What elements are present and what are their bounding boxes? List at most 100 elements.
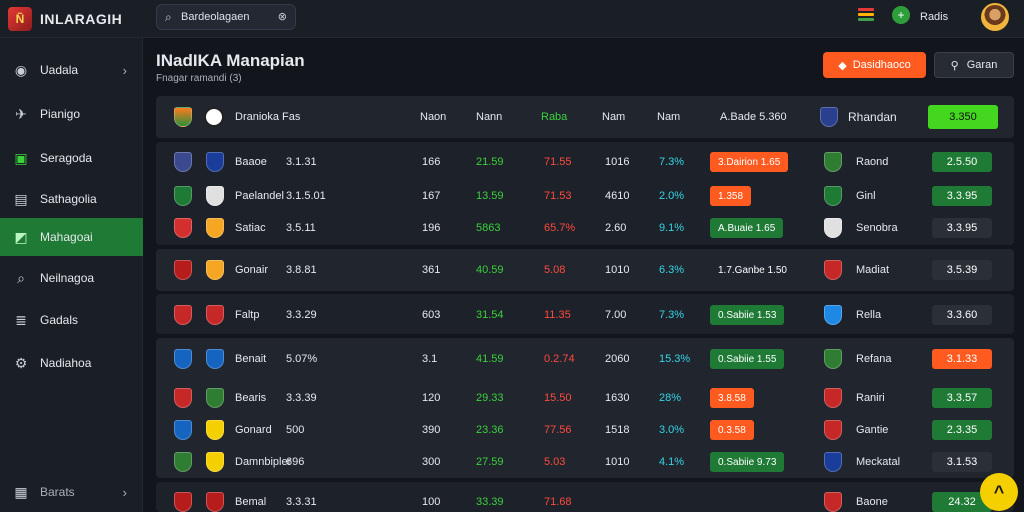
opponent-name[interactable]: Meckatal	[856, 456, 901, 468]
header-col3[interactable]: Raba	[541, 111, 568, 123]
opponent-name[interactable]: Refana	[856, 353, 892, 365]
odds-button[interactable]: 3.3.60	[932, 305, 992, 325]
table-row[interactable]: Damnbipler 696 300 27.59 5.03 1010 4.1% 0.Sabii…	[156, 447, 1014, 477]
status-badge[interactable]: 1.7.Ganbe 1.50	[718, 264, 787, 276]
scroll-top-button[interactable]: ^	[980, 473, 1018, 511]
user-name[interactable]: Radis	[920, 11, 949, 23]
table-row[interactable]: Faltp 3.3.29 603 31.54 11.35 7.00 7.3% 0.Sabiie…	[156, 300, 1014, 330]
sidebar-item-neilnagoa[interactable]: ⌕ Neilnagoa	[0, 259, 143, 297]
odds-button[interactable]: 2.3.35	[932, 420, 992, 440]
stat-col2: 29.33	[476, 392, 504, 404]
sidebar-item-mahagoai[interactable]: ◩ Mahagoai	[0, 218, 143, 256]
odds-button[interactable]: 24.32	[932, 492, 992, 512]
table-row[interactable]: Benait 5.07% 3.1 41.59 0.2.74 2060 15.3% 0.Sabi…	[156, 344, 1014, 374]
tag-icon: ◆	[838, 59, 847, 72]
table-row[interactable]: Baaoe 3.1.31 166 21.59 71.55 1016 7.3% 3.Dairio…	[156, 147, 1014, 177]
header-col1[interactable]: Naon	[420, 111, 447, 123]
stat-col1: 603	[422, 309, 441, 321]
search-box[interactable]: ⌕ ⊗	[156, 4, 296, 30]
sidebar-item-nadiahoa[interactable]: ⚙ Nadiahoa	[0, 344, 143, 382]
sidebar-item-uadala[interactable]: ◉ Uadala ›	[0, 51, 143, 89]
opponent-name[interactable]: Ginl	[856, 190, 876, 202]
opponent-name[interactable]: Madiat	[856, 264, 890, 276]
avatar[interactable]	[981, 3, 1009, 31]
team-name[interactable]: Satiac	[235, 222, 266, 234]
secondary-action-button[interactable]: ⚲ Garan	[934, 52, 1014, 78]
table-row[interactable]: Gonair 3.8.81 361 40.59 5.08 1010 6.3% 1.7.Ganb…	[156, 255, 1014, 285]
team-name[interactable]: Faltp	[235, 309, 260, 321]
team-name[interactable]: Bemal	[235, 496, 267, 508]
search-icon: ⌕	[17, 269, 25, 286]
stat-col5: 4.1%	[659, 456, 685, 468]
opponent-crest-icon	[824, 492, 842, 512]
sidebar-item-seragoda[interactable]: ▣ Seragoda	[0, 139, 143, 177]
status-badge[interactable]: 0.Sabiie 1.53	[710, 305, 785, 325]
odds-button[interactable]: 3.1.33	[932, 349, 992, 369]
status-badge[interactable]: 0.3.58	[710, 420, 754, 440]
opponent-crest-icon	[824, 152, 842, 172]
stat-col2: 40.59	[476, 264, 504, 276]
table-row[interactable]: Bearis 3.3.39 120 29.33 15.50 1630 28% 3.8.58 Ra…	[156, 383, 1014, 413]
status-badge[interactable]: 0.Sabiie 1.55	[710, 349, 785, 369]
status-badge[interactable]	[710, 492, 726, 512]
search-input[interactable]	[181, 9, 277, 25]
team-name[interactable]: Gonair	[235, 264, 269, 276]
header-opponent[interactable]: Rhandan	[848, 110, 897, 124]
header-col4[interactable]: Nam	[602, 111, 626, 123]
primary-action-label: Dasidhaoco	[852, 59, 911, 71]
sidebar-item-label: Sathagolia	[40, 192, 97, 206]
team-crest-icon	[174, 107, 192, 127]
status-badge[interactable]: 1.358	[710, 186, 752, 206]
opponent-name[interactable]: Senobra	[856, 222, 898, 234]
team-name[interactable]: Gonard	[235, 424, 272, 436]
app-logo[interactable]: Ñ	[8, 7, 32, 31]
odds-button[interactable]: 2.5.50	[932, 152, 992, 172]
stat-col4: 2.60	[605, 222, 627, 234]
clear-search-icon[interactable]: ⊗	[277, 11, 287, 23]
opponent-name[interactable]: Gantie	[856, 424, 889, 436]
odds-button[interactable]: 3.3.95	[932, 218, 992, 238]
status-badge[interactable]: 3.8.58	[710, 388, 754, 408]
header-col5[interactable]: Nam	[657, 111, 681, 123]
header-team[interactable]: Dranioka	[235, 111, 280, 123]
team-name[interactable]: Bearis	[235, 392, 267, 404]
stat-col5: 7.3%	[659, 156, 685, 168]
header-col2[interactable]: Nann	[476, 111, 503, 123]
opponent-name[interactable]: Raond	[856, 156, 889, 168]
team-name[interactable]: Paelandel	[235, 190, 284, 202]
table-row[interactable]: Paelandel 3.1.5.01 167 13.59 71.53 4610 2.0% 1.…	[156, 181, 1014, 211]
status-badge[interactable]: A.Buaie 1.65	[710, 218, 784, 238]
table-row[interactable]: Satiac 3.5.11 196 5863 65.7% 2.60 9.1% A.Buaie …	[156, 213, 1014, 243]
odds-button[interactable]: 3.1.53	[932, 452, 992, 472]
team-name[interactable]: Baaoe	[235, 156, 267, 168]
header-team-short[interactable]: Fas	[282, 111, 301, 123]
opponent-name[interactable]: Rella	[856, 309, 882, 321]
primary-action-button[interactable]: ◆ Dasidhaoco	[823, 52, 926, 78]
odds-button[interactable]: 3.3.95	[932, 186, 992, 206]
header-col6[interactable]: A.Bade 5.360	[720, 111, 787, 123]
team-name[interactable]: Benait	[235, 353, 267, 365]
table-row[interactable]: Bemal 3.3.31 100 33.39 71.68 Baone 24.32	[156, 487, 1014, 512]
sidebar-item-gadals[interactable]: ≣ Gadals	[0, 301, 143, 339]
odds-button[interactable]: 3.3.57	[932, 388, 992, 408]
online-status-icon[interactable]: +	[892, 6, 910, 24]
status-badge[interactable]: 0.Sabiie 9.73	[710, 452, 785, 472]
sidebar-footer-barats[interactable]: ▦ Barats ›	[0, 473, 143, 511]
stat-col5: 15.3%	[659, 353, 691, 365]
opponent-name[interactable]: Raniri	[856, 392, 885, 404]
stat-col3: 71.55	[544, 156, 572, 168]
sidebar-item-pianigo[interactable]: ✈ Pianigo	[0, 95, 143, 133]
team-value: 3.3.39	[286, 392, 317, 404]
team-value: 3.1.31	[286, 156, 317, 168]
table-row[interactable]: Gonard 500 390 23.36 77.56 1518 3.0% 0.3.58 Gant…	[156, 415, 1014, 445]
flag-icon[interactable]	[858, 8, 874, 24]
team-name[interactable]: Damnbipler	[235, 456, 292, 468]
status-badge[interactable]: 3.Dairion 1.65	[710, 152, 789, 172]
stat-col3: 65.7%	[544, 222, 576, 234]
odds-button[interactable]: 3.5.39	[932, 260, 992, 280]
opponent-name[interactable]: Baone	[856, 496, 888, 508]
ball-icon	[204, 107, 224, 127]
sidebar-item-sathagolia[interactable]: ▤ Sathagolia	[0, 180, 143, 218]
header-odds[interactable]: 3.350	[928, 105, 998, 129]
circle-icon: ◉	[14, 61, 28, 78]
